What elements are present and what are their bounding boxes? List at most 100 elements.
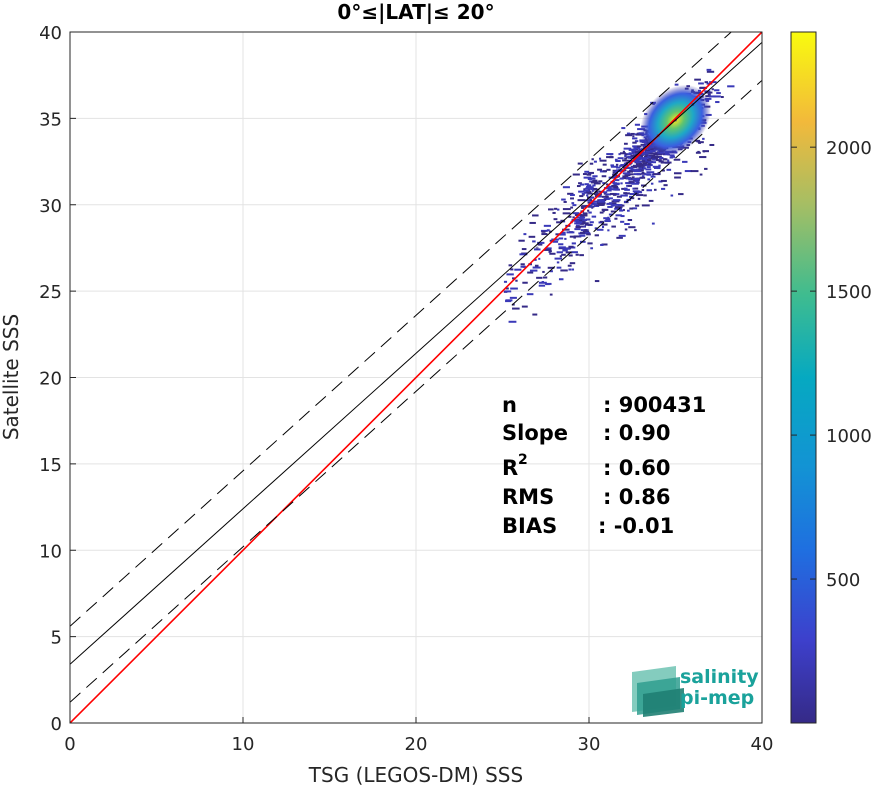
density-cell: [602, 170, 608, 173]
density-cell: [590, 187, 597, 190]
density-cell: [632, 187, 635, 190]
density-cell: [620, 182, 623, 185]
density-cell: [616, 170, 625, 173]
density-cell: [611, 184, 617, 187]
density-cell: [612, 175, 619, 178]
y-tick-label: 30: [39, 196, 62, 217]
line-regression-lower: [70, 79, 762, 703]
density-cell: [503, 280, 508, 283]
density-cell: [547, 266, 555, 269]
density-cell: [625, 161, 629, 164]
density-cell: [662, 158, 667, 161]
line-regression: [70, 41, 762, 665]
density-cell: [614, 217, 618, 220]
density-cell: [504, 290, 512, 293]
density-cell: [579, 225, 587, 228]
density-cell: [620, 194, 628, 197]
density-cell: [541, 233, 548, 236]
density-cell: [618, 234, 626, 237]
colorbar: [790, 31, 817, 724]
density-cell: [590, 181, 599, 184]
density-cell: [660, 161, 665, 164]
density-cell: [528, 235, 536, 238]
density-cell: [700, 86, 706, 89]
density-cell: [622, 175, 629, 178]
density-cell: [638, 148, 646, 151]
density-cell: [640, 176, 646, 179]
density-cell: [605, 193, 612, 196]
density-cell: [587, 242, 593, 245]
density-cell: [614, 170, 617, 173]
stat-slope-label: Slope: [502, 421, 568, 445]
density-cell: [625, 153, 628, 156]
density-cell: [704, 81, 709, 84]
stat-bias-label: BIAS: [502, 514, 557, 538]
density-cell: [601, 243, 608, 246]
density-cell: [527, 271, 534, 274]
density-cell: [641, 151, 649, 154]
density-cell: [537, 243, 543, 246]
density-cell: [578, 190, 585, 193]
density-cell: [586, 173, 592, 176]
density-cell: [558, 278, 564, 281]
density-cell: [582, 212, 588, 215]
density-cell: [579, 195, 584, 198]
density-cell: [655, 159, 662, 162]
density-cell: [591, 158, 594, 161]
density-cell: [521, 248, 527, 251]
density-cell: [707, 93, 711, 96]
density-cell: [622, 209, 625, 212]
density-cell: [569, 262, 576, 265]
density-cell: [573, 236, 576, 239]
density-cell: [515, 279, 518, 282]
density-cell: [575, 226, 582, 229]
density-cell: [561, 253, 566, 256]
density-cell: [617, 204, 623, 207]
density-cell: [610, 203, 619, 206]
density-cell: [614, 179, 620, 182]
density-cell: [512, 307, 520, 310]
density-cell: [509, 296, 517, 299]
y-tick-label: 40: [39, 23, 62, 44]
density-cell: [671, 155, 676, 158]
density-cell: [624, 228, 628, 231]
colorbar-tick-label: 1000: [826, 426, 872, 447]
density-cell: [635, 156, 641, 159]
y-tick-label: 35: [39, 109, 62, 130]
density-cell: [571, 242, 576, 245]
density-cell: [612, 169, 617, 172]
density-cell: [673, 172, 682, 175]
density-cell: [592, 175, 598, 178]
density-cell: [564, 237, 567, 240]
stat-bias-value: : -0.01: [598, 514, 674, 538]
density-cell: [591, 200, 597, 203]
stat-r2-value: : 0.60: [603, 456, 671, 480]
density-cell: [558, 233, 566, 236]
density-cell: [519, 253, 528, 256]
density-cell: [576, 221, 583, 224]
density-cell: [660, 179, 667, 182]
density-cell: [704, 91, 713, 94]
density-cell: [610, 210, 616, 213]
density-cell: [583, 189, 590, 192]
density-cell: [634, 187, 639, 190]
density-cell: [628, 173, 634, 176]
density-cell: [650, 182, 654, 185]
density-cell: [570, 206, 574, 209]
density-cell: [622, 172, 631, 175]
density-cell: [595, 203, 604, 206]
density-cell: [585, 190, 592, 193]
density-cell: [597, 195, 602, 198]
density-cell: [632, 145, 640, 148]
density-cell: [574, 228, 581, 231]
density-cell: [562, 249, 568, 252]
density-cell: [574, 222, 582, 225]
density-cell: [606, 168, 611, 171]
density-cell: [619, 177, 624, 180]
density-cell: [619, 209, 624, 212]
density-cell: [652, 173, 661, 176]
density-cell: [641, 172, 646, 175]
density-cell: [604, 220, 611, 223]
density-cell: [699, 173, 703, 176]
density-cell: [622, 159, 627, 162]
